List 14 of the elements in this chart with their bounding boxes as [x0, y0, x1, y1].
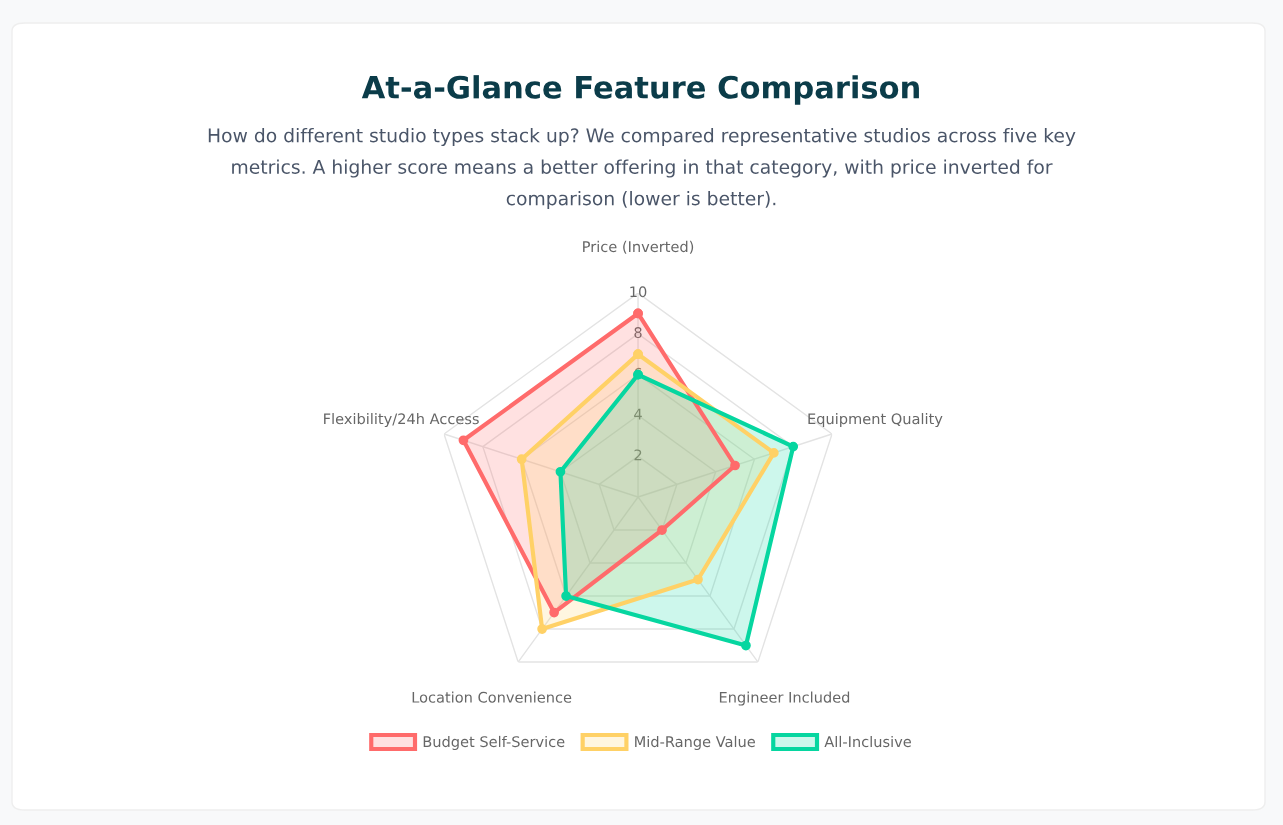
- legend-label: Budget Self-Service: [423, 735, 565, 750]
- spoke-label: Engineer Included: [719, 691, 850, 706]
- chart-title: At-a-Glance Feature Comparison: [361, 75, 919, 105]
- y-tick-label: 4: [634, 408, 642, 420]
- legend-label: All-Inclusive: [824, 735, 911, 748]
- legend-label: Mid-Range Value: [635, 735, 755, 750]
- y-tick-label: 10: [630, 286, 647, 298]
- y-tick-label: 8: [634, 327, 642, 339]
- spoke-label: Equipment Quality: [808, 412, 943, 428]
- spoke-label: Flexibility/24h Access: [324, 412, 479, 428]
- chart-subtitle: How do different studio types stack up? We compared representative studios across five key metrics. A higher score means a better offering in that category, with price inverted for comparison (lower is better).: [208, 127, 1076, 210]
- y-tick-label: 2: [634, 449, 642, 461]
- spoke-label: Location Convenience: [412, 691, 572, 703]
- spoke-label: Price (Inverted): [583, 240, 694, 254]
